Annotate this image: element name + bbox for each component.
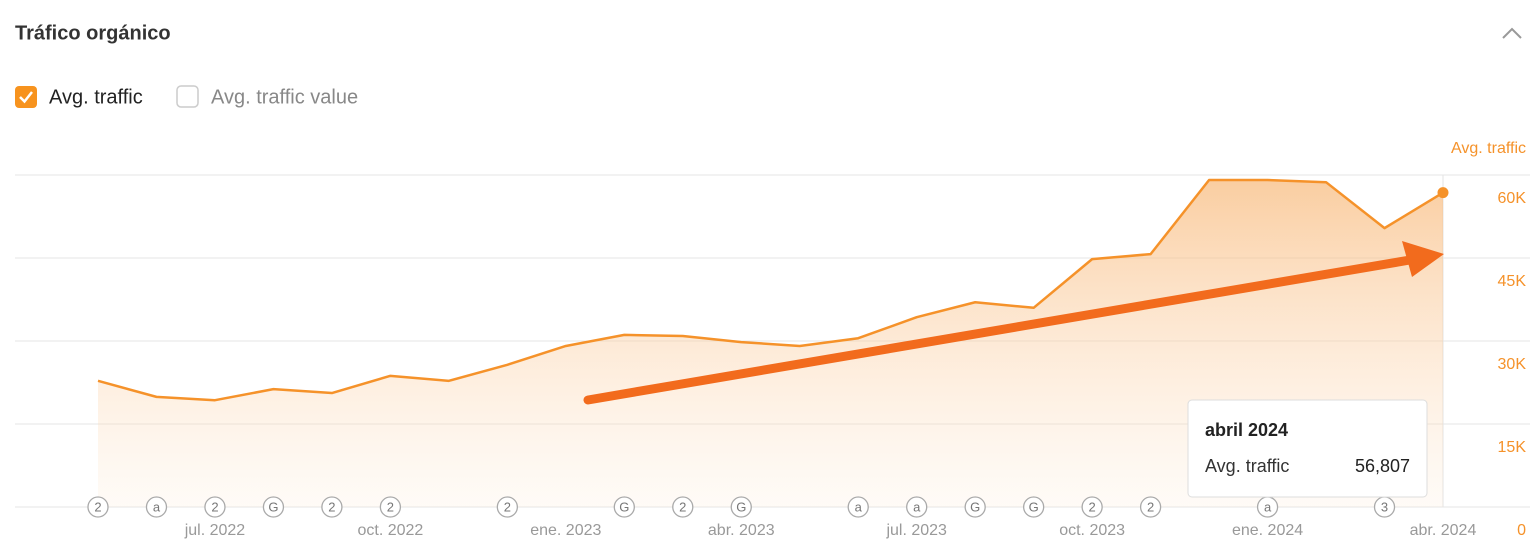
collapse-icon[interactable] — [1502, 27, 1522, 39]
event-label: 3 — [1381, 499, 1388, 514]
x-tick-label: oct. 2022 — [357, 522, 423, 539]
tooltip: abril 2024 Avg. traffic 56,807 — [1187, 399, 1428, 498]
legend-label[interactable]: Avg. traffic — [49, 86, 143, 108]
tooltip-label: Avg. traffic — [1205, 456, 1289, 476]
event-marker — [906, 496, 928, 518]
event-label: a — [855, 499, 863, 514]
plot-area: 0 15K 30K 45K 60K jul. 2022 oct. 2022 ene. 2023… — [15, 174, 1530, 539]
x-tick-label: ene. 2024 — [1232, 522, 1303, 539]
toggle-label[interactable]: Avg. traffic value — [211, 86, 358, 108]
event-marker — [321, 496, 343, 518]
x-tick-label: abr. 2023 — [708, 522, 775, 539]
checkbox-avg-traffic[interactable]: Avg. traffic — [15, 86, 143, 108]
event-marker — [496, 496, 518, 518]
tooltip-title: abril 2024 — [1205, 420, 1288, 440]
event-label: a — [153, 499, 161, 514]
x-tick-label: ene. 2023 — [530, 522, 601, 539]
y-tick-label: 30K — [1498, 356, 1527, 373]
event-marker — [1139, 496, 1162, 518]
event-marker — [204, 496, 226, 518]
event-marker — [379, 496, 402, 518]
event-label: 2 — [387, 499, 394, 514]
arrow-shaft — [583, 255, 1415, 405]
y-axis-title: Avg. traffic — [1451, 140, 1526, 157]
event-label: 2 — [211, 499, 218, 514]
event-marker — [964, 496, 986, 518]
event-label: 2 — [679, 499, 686, 514]
tooltip-box — [1187, 399, 1428, 498]
y-tick-label: 45K — [1498, 273, 1527, 290]
area-fill — [98, 179, 1443, 508]
event-label: G — [970, 499, 980, 514]
x-tick-label: jul. 2023 — [885, 522, 947, 539]
hover-dot — [1437, 187, 1449, 199]
arrow-head — [1402, 241, 1444, 277]
event-label: a — [1264, 499, 1272, 514]
event-label: G — [1029, 499, 1039, 514]
event-marker — [672, 496, 694, 518]
section-title: Tráfico orgánico — [15, 22, 171, 44]
event-label: G — [619, 499, 629, 514]
event-marker — [145, 496, 168, 518]
event-label: G — [268, 499, 278, 514]
event-label: 2 — [328, 499, 335, 514]
checkmark — [19, 91, 33, 104]
event-marker — [87, 496, 109, 518]
event-label: 2 — [94, 499, 101, 514]
event-marker — [1023, 496, 1045, 518]
event-marker — [262, 496, 285, 518]
y-tick-label: 60K — [1498, 190, 1527, 207]
trend-arrow — [583, 241, 1444, 405]
event-marker — [1081, 496, 1103, 518]
event-marker — [730, 496, 752, 518]
x-tick-label: jul. 2022 — [184, 522, 246, 539]
checkbox-avg-traffic-value[interactable]: Avg. traffic value — [176, 85, 358, 108]
checkbox-checked[interactable] — [15, 86, 37, 108]
event-label: 2 — [1089, 499, 1096, 514]
event-label: G — [736, 499, 746, 514]
line — [97, 178, 1444, 402]
event-marker — [613, 496, 635, 518]
x-tick-label: abr. 2024 — [1410, 522, 1477, 539]
event-marker — [847, 496, 869, 518]
event-label: a — [913, 499, 921, 514]
y-tick-label: 0 — [1517, 522, 1526, 539]
checkbox-unchecked[interactable] — [176, 85, 199, 108]
event-label: 2 — [504, 499, 511, 514]
tooltip-value: 56,807 — [1355, 456, 1410, 476]
y-tick-label: 15K — [1498, 439, 1527, 456]
event-label: 2 — [1147, 499, 1154, 514]
x-tick-label: oct. 2023 — [1059, 522, 1125, 539]
